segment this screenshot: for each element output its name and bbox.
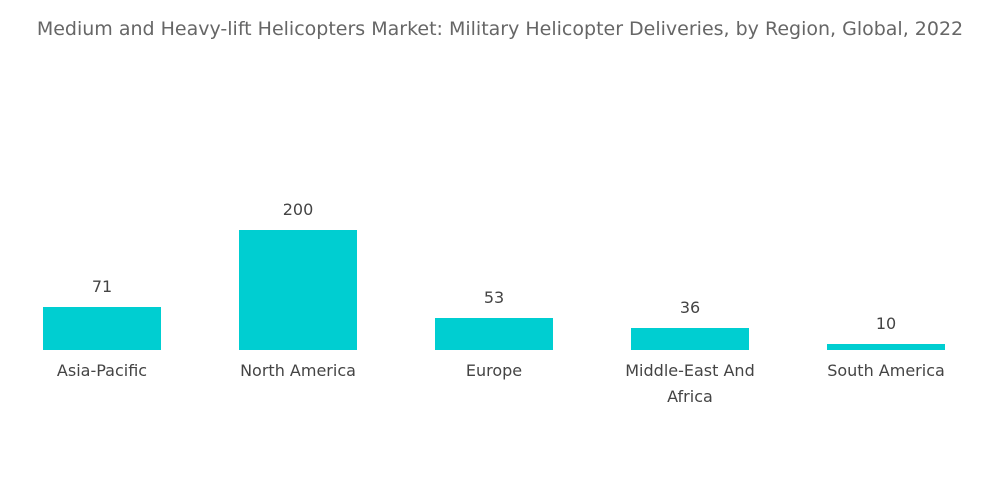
bar <box>827 344 945 350</box>
value-label: 36 <box>679 298 701 318</box>
x-tick-label: North America <box>240 361 356 380</box>
bar <box>239 230 357 350</box>
bar <box>435 318 553 350</box>
bar <box>43 307 161 350</box>
bar <box>631 328 749 350</box>
value-label: 53 <box>483 288 505 308</box>
x-tick-label: South America <box>827 361 945 380</box>
value-label: 10 <box>875 314 897 333</box>
value-label: 71 <box>91 277 113 297</box>
chart-title: Medium and Heavy-lift Helicopters Market… <box>36 18 964 40</box>
x-tick-label: Middle-East And Africa <box>625 361 755 406</box>
x-tick-label: Asia-Pacific <box>56 361 148 380</box>
x-tick-label: Europe <box>465 361 523 380</box>
value-label: 200 <box>282 200 314 219</box>
